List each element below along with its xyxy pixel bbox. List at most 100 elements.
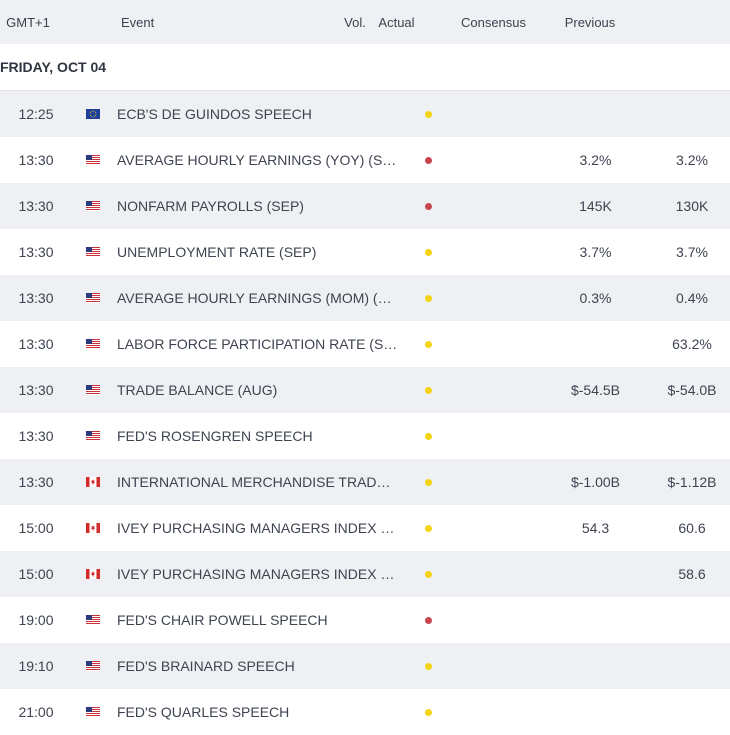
event-name[interactable]: FED'S ROSENGREN SPEECH [117,428,313,444]
header-actual: Actual [378,14,415,30]
volatility-cell [399,662,457,670]
header-event: Event [121,14,155,30]
event-row[interactable]: 13:30 UNEMPLOYMENT RATE (SEP) 3.7% 3.7% [0,229,730,275]
ca-flag-icon [86,477,100,487]
flag-cell [72,201,114,211]
event-row[interactable]: 21:00 FED'S QUARLES SPEECH [0,689,730,735]
date-heading: FRIDAY, OCT 04 [0,44,730,91]
event-row[interactable]: 15:00 IVEY PURCHASING MANAGERS INDEX S.A… [0,505,730,551]
event-consensus: $-54.5B [570,382,621,398]
event-previous: 60.6 [678,520,706,536]
event-name[interactable]: FED'S QUARLES SPEECH [117,704,290,720]
event-row[interactable]: 13:30 AVERAGE HOURLY EARNINGS (MOM) (SEP… [0,275,730,321]
flag-cell [72,293,114,303]
event-consensus: 54.3 [581,520,610,536]
event-time: 13:30 [18,382,54,398]
volatility-cell [399,708,457,716]
header-timezone[interactable]: GMT+1 [6,14,50,30]
event-name[interactable]: FED'S CHAIR POWELL SPEECH [117,612,328,628]
us-flag-icon [86,385,100,395]
us-flag-icon [86,339,100,349]
event-name[interactable]: UNEMPLOYMENT RATE (SEP) [117,244,317,260]
flag-cell [72,155,114,165]
events-list: 12:25 ECB'S DE GUINDOS SPEECH 13:30 AVER… [0,91,730,735]
event-name[interactable]: AVERAGE HOURLY EARNINGS (YOY) (SEP) [117,152,399,168]
event-name[interactable]: FED'S BRAINARD SPEECH [117,658,295,674]
flag-cell [72,661,114,671]
medium-volatility-dot-icon [424,248,432,256]
event-row[interactable]: 19:10 FED'S BRAINARD SPEECH [0,643,730,689]
event-time: 13:30 [18,244,54,260]
flag-cell [72,431,114,441]
event-previous: 130K [675,198,709,214]
event-row[interactable]: 13:30 INTERNATIONAL MERCHANDISE TRADE (.… [0,459,730,505]
event-previous: 3.7% [676,244,708,260]
event-name[interactable]: LABOR FORCE PARTICIPATION RATE (SEP) [117,336,399,352]
event-row[interactable]: 13:30 LABOR FORCE PARTICIPATION RATE (SE… [0,321,730,367]
medium-volatility-dot-icon [424,386,432,394]
us-flag-icon [86,247,100,257]
volatility-cell [399,294,457,302]
event-consensus: 3.2% [579,152,612,168]
event-row[interactable]: 13:30 AVERAGE HOURLY EARNINGS (YOY) (SEP… [0,137,730,183]
flag-cell [72,385,114,395]
us-flag-icon [86,293,100,303]
medium-volatility-dot-icon [424,478,432,486]
event-row[interactable]: 13:30 NONFARM PAYROLLS (SEP) 145K 130K [0,183,730,229]
event-name[interactable]: AVERAGE HOURLY EARNINGS (MOM) (SEP) [117,290,399,306]
event-consensus: $-1.00B [570,474,621,490]
event-row[interactable]: 13:30 TRADE BALANCE (AUG) $-54.5B $-54.0… [0,367,730,413]
event-previous: $-54.0B [667,382,717,398]
event-name[interactable]: NONFARM PAYROLLS (SEP) [117,198,304,214]
event-name[interactable]: ECB'S DE GUINDOS SPEECH [117,106,312,122]
event-name[interactable]: IVEY PURCHASING MANAGERS INDEX S.A... [117,520,399,536]
medium-volatility-dot-icon [424,294,432,302]
event-row[interactable]: 12:25 ECB'S DE GUINDOS SPEECH [0,91,730,137]
ca-flag-icon [86,569,100,579]
event-row[interactable]: 13:30 FED'S ROSENGREN SPEECH [0,413,730,459]
volatility-cell [399,110,457,118]
us-flag-icon [86,431,100,441]
medium-volatility-dot-icon [424,570,432,578]
event-time: 15:00 [18,566,54,582]
event-consensus: 3.7% [579,244,612,260]
event-time: 19:00 [18,612,54,628]
volatility-cell [399,202,457,210]
event-row[interactable]: 19:00 FED'S CHAIR POWELL SPEECH [0,597,730,643]
header-volatility: Vol. [344,14,366,30]
us-flag-icon [86,201,100,211]
flag-cell [72,569,114,579]
medium-volatility-dot-icon [424,340,432,348]
event-row[interactable]: 15:00 IVEY PURCHASING MANAGERS INDEX (SE… [0,551,730,597]
volatility-cell [399,156,457,164]
medium-volatility-dot-icon [424,662,432,670]
us-flag-icon [86,155,100,165]
event-name[interactable]: INTERNATIONAL MERCHANDISE TRADE (... [117,474,399,490]
us-flag-icon [86,661,100,671]
volatility-cell [399,432,457,440]
event-previous: 58.6 [678,566,706,582]
volatility-cell [399,570,457,578]
medium-volatility-dot-icon [424,110,432,118]
event-name[interactable]: IVEY PURCHASING MANAGERS INDEX (SE... [117,566,399,582]
high-volatility-dot-icon [424,616,432,624]
flag-cell [72,523,114,533]
calendar-header: GMT+1 Event Vol. Actual Consensus Previo… [0,0,730,44]
header-consensus: Consensus [460,14,527,30]
high-volatility-dot-icon [424,202,432,210]
medium-volatility-dot-icon [424,432,432,440]
event-name[interactable]: TRADE BALANCE (AUG) [117,382,278,398]
flag-cell [72,109,114,119]
event-time: 13:30 [18,336,54,352]
volatility-cell [399,616,457,624]
event-time: 13:30 [18,290,54,306]
flag-cell [72,615,114,625]
event-time: 13:30 [18,428,54,444]
ca-flag-icon [86,523,100,533]
event-time: 19:10 [18,658,54,674]
event-time: 13:30 [18,474,54,490]
flag-cell [72,247,114,257]
event-time: 15:00 [18,520,54,536]
high-volatility-dot-icon [424,156,432,164]
header-previous: Previous [564,14,616,30]
